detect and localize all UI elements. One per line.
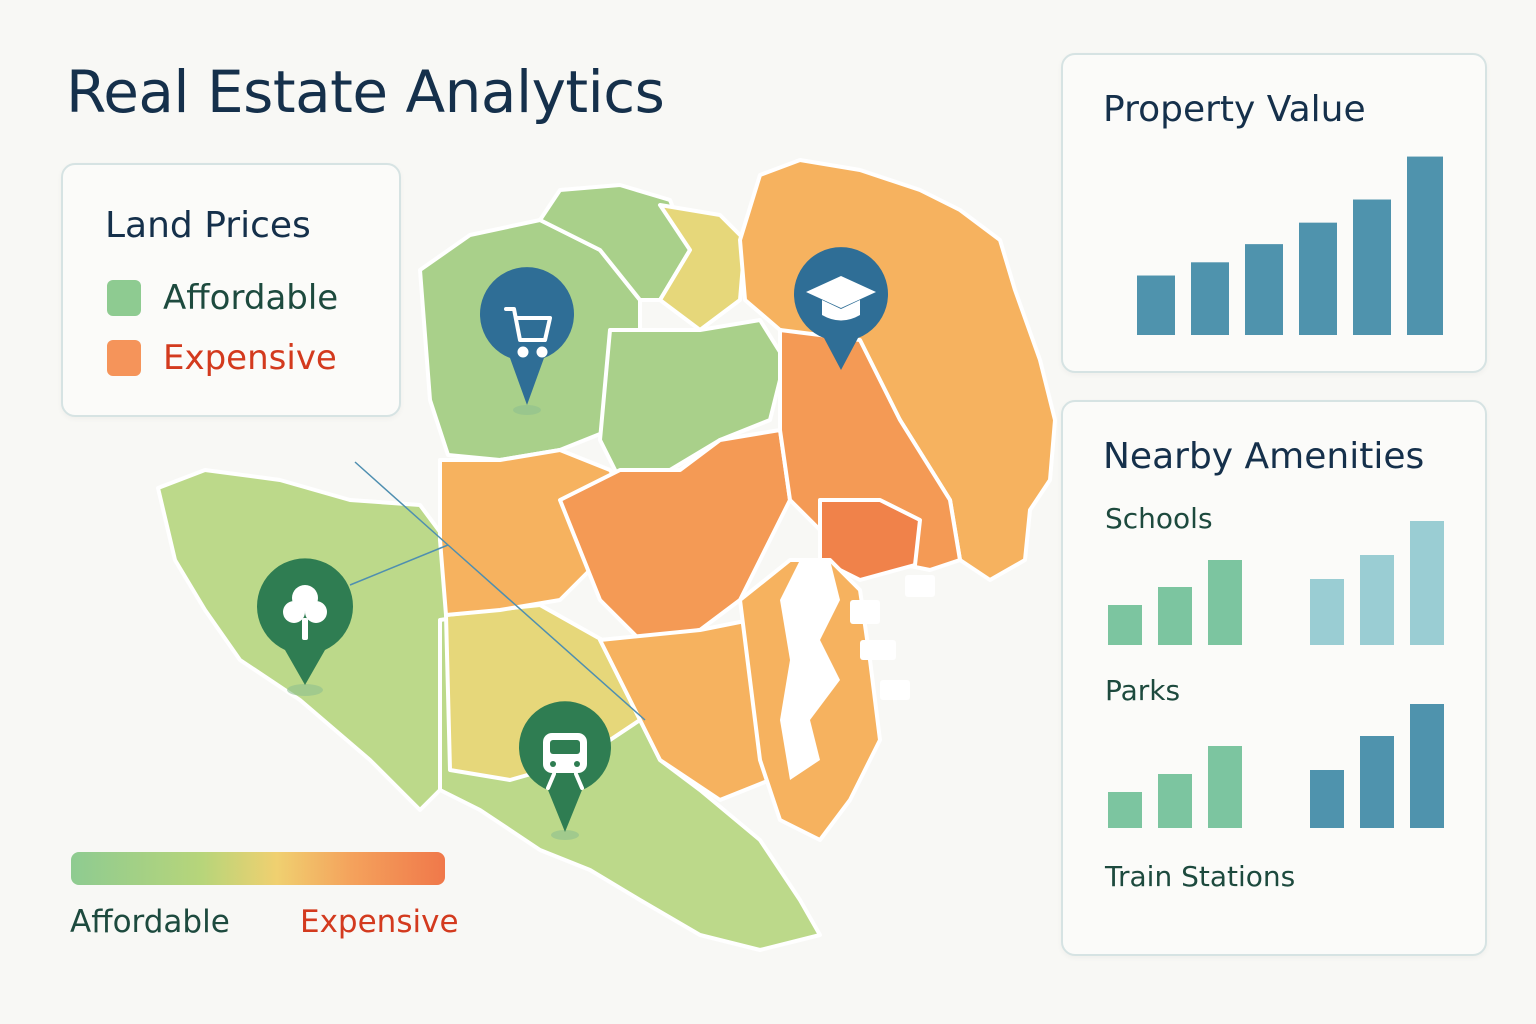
amenity-bar <box>1208 560 1242 645</box>
legend-label-expensive: Expensive <box>163 338 337 378</box>
amenity-label-train-stations: Train Stations <box>1105 860 1296 893</box>
legend-item-affordable[interactable]: Affordable <box>107 278 338 318</box>
legend-title: Land Prices <box>105 205 311 246</box>
page-title: Real Estate Analytics <box>66 58 665 126</box>
parks-chart <box>1108 704 1444 828</box>
amenity-bar <box>1410 704 1444 828</box>
property-value-chart <box>1137 156 1443 335</box>
harbor-water <box>780 560 935 780</box>
legend-item-expensive[interactable]: Expensive <box>107 338 337 378</box>
expensive-swatch <box>107 340 141 376</box>
scale-label-affordable: Affordable <box>70 904 230 940</box>
price-gradient-scale <box>71 852 445 885</box>
amenity-bar <box>1208 746 1242 828</box>
amenity-label-parks: Parks <box>1105 674 1181 707</box>
affordable-swatch <box>107 280 141 316</box>
amenities-title: Nearby Amenities <box>1103 436 1425 477</box>
nearby-amenities-card: Nearby Amenities Schools Parks Train Sta… <box>1061 400 1487 956</box>
marker-park[interactable] <box>257 558 353 696</box>
amenity-bar <box>1108 792 1142 828</box>
region-north-yellow <box>658 203 747 332</box>
route-lines <box>349 461 646 721</box>
region-center-green <box>598 318 787 482</box>
land-prices-legend: Land Prices Affordable Expensive <box>61 163 401 417</box>
property-value-card: Property Value <box>1061 53 1487 373</box>
amenity-bar <box>1158 587 1192 645</box>
map-regions <box>156 158 1057 952</box>
amenity-bar <box>1410 521 1444 645</box>
schools-chart <box>1108 521 1444 645</box>
amenity-bar <box>1360 555 1394 645</box>
amenity-label-schools: Schools <box>1105 502 1213 535</box>
property-value-bar <box>1407 156 1443 335</box>
amenity-bar <box>1360 736 1394 828</box>
train-icon <box>543 733 587 790</box>
tree-icon <box>283 585 327 640</box>
marker-shopping[interactable] <box>480 267 574 415</box>
legend-label-affordable: Affordable <box>163 278 339 318</box>
property-value-bar <box>1353 199 1391 335</box>
property-value-title: Property Value <box>1103 89 1366 130</box>
property-value-bar <box>1191 262 1229 335</box>
region-center-dark <box>558 428 792 642</box>
property-value-bar <box>1299 222 1337 335</box>
amenity-bar <box>1310 770 1344 828</box>
marker-train[interactable] <box>518 701 611 840</box>
amenity-bar <box>1108 605 1142 645</box>
scale-label-expensive: Expensive <box>300 904 459 940</box>
amenity-bar <box>1310 579 1344 645</box>
marker-school[interactable] <box>793 247 888 370</box>
property-value-bar <box>1137 275 1175 335</box>
property-value-bar <box>1245 244 1283 335</box>
amenity-bar <box>1158 774 1192 828</box>
graduation-cap-icon <box>806 276 876 321</box>
cart-icon <box>504 307 552 358</box>
